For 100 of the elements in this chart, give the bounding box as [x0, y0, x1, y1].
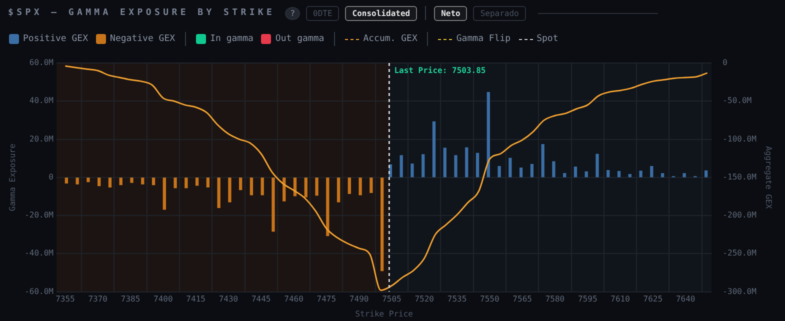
y2-tick-label: -150.0M — [722, 172, 757, 182]
bar — [174, 178, 177, 188]
bar — [162, 178, 166, 210]
annotation: Last Price: 7503.85 — [394, 66, 486, 76]
x-tick-label: 7430 — [218, 294, 238, 304]
bar — [195, 178, 199, 186]
legend-label: Gamma Flip — [456, 34, 511, 44]
y2-tick-label: 0 — [722, 58, 728, 68]
chart-title: $SPX — GAMMA EXPOSURE BY STRIKE — [8, 8, 276, 18]
y-tick-label: 20.0M — [29, 134, 54, 144]
y2-tick-label: -300.0M — [722, 286, 757, 296]
line-series — [64, 65, 708, 292]
legend-label: Positive GEX — [23, 34, 88, 44]
bar — [358, 178, 362, 196]
y-tick-label: -40.0M — [24, 248, 54, 258]
text: 0DTE — [306, 6, 340, 20]
bar — [498, 166, 501, 178]
bar — [660, 173, 664, 178]
bar — [541, 144, 544, 178]
bar — [315, 178, 318, 196]
bar — [596, 154, 599, 178]
x-tick-label: 7385 — [120, 294, 140, 304]
bar — [119, 178, 122, 186]
bar — [650, 166, 654, 178]
bar — [563, 173, 566, 178]
bar — [422, 154, 425, 178]
y2-tick-label: -250.0M — [722, 248, 757, 258]
x-tick-label: 7520 — [414, 294, 434, 304]
legend-label: Out gamma — [275, 34, 324, 44]
bar — [348, 178, 352, 194]
y2-tick-label: -200.0M — [722, 210, 757, 220]
x-tick-label: 7535 — [447, 294, 467, 304]
bar — [206, 178, 210, 188]
bar — [617, 170, 621, 178]
x-tick-label: 7580 — [545, 294, 565, 304]
bar — [272, 178, 275, 232]
bar — [130, 178, 134, 183]
bar — [432, 121, 436, 178]
bar — [336, 178, 340, 202]
x-tick-label: 7415 — [186, 294, 206, 304]
x-axis-title: Strike Price — [355, 309, 414, 318]
bar — [98, 178, 101, 186]
bar — [606, 170, 610, 178]
text: Neto — [434, 6, 468, 20]
bar — [250, 178, 254, 196]
text: ? — [285, 6, 300, 20]
bar — [574, 166, 578, 178]
bar — [108, 178, 112, 188]
bar — [380, 178, 384, 272]
text: Separado — [473, 6, 526, 20]
legend-label: In gamma — [210, 34, 254, 44]
bar — [76, 178, 79, 184]
x-tick-label: 7625 — [643, 294, 663, 304]
x-tick-label: 7565 — [512, 294, 532, 304]
bar — [304, 178, 308, 198]
y-tick-label: 40.0M — [29, 96, 54, 106]
x-tick-label: 7595 — [578, 294, 598, 304]
bar — [152, 178, 156, 186]
y-tick-label: -20.0M — [24, 210, 54, 220]
x-tick-label: 7490 — [349, 294, 369, 304]
bar — [64, 178, 68, 184]
legend-label: Accum. GEX — [363, 34, 418, 44]
bar — [682, 173, 686, 178]
bar — [465, 147, 468, 178]
bar — [400, 155, 403, 178]
bar — [454, 155, 458, 178]
x-tick-label: 7505 — [382, 294, 402, 304]
bar — [410, 164, 414, 178]
bar — [217, 178, 220, 208]
x-tick-label: 7400 — [154, 294, 173, 304]
bar — [86, 178, 90, 182]
bar — [326, 178, 330, 236]
legend-label: Negative GEX — [110, 34, 176, 44]
bar — [443, 148, 446, 178]
bar — [704, 170, 708, 178]
x-tick-label: 7475 — [316, 294, 336, 304]
x-tick-label: 7355 — [56, 294, 76, 304]
y-axis-title: Gamma Exposure — [8, 144, 17, 212]
y2-axis-title: Aggregate GEX — [764, 146, 774, 209]
bar — [476, 152, 480, 178]
y2-tick-label: -100.0M — [722, 134, 757, 144]
x-tick-label: 7370 — [88, 294, 108, 304]
y-tick-label: -60.0M — [24, 286, 54, 296]
bar — [552, 161, 556, 178]
bar — [228, 178, 232, 202]
bar — [519, 168, 523, 178]
bar — [239, 178, 242, 190]
x-tick-label: 7640 — [676, 294, 696, 304]
x-tick-label: 7550 — [480, 294, 500, 304]
legend-label: Spot — [536, 34, 558, 44]
bar — [486, 92, 490, 178]
x-tick-label: 7445 — [251, 294, 271, 304]
bar — [508, 158, 512, 178]
y-tick-label: 0 — [48, 172, 54, 182]
bar — [530, 164, 534, 178]
text: Consolidated — [345, 6, 418, 20]
bar — [141, 178, 144, 184]
y2-tick-label: -50.0M — [722, 96, 752, 106]
x-tick-label: 7610 — [610, 294, 630, 304]
bar — [370, 178, 373, 193]
